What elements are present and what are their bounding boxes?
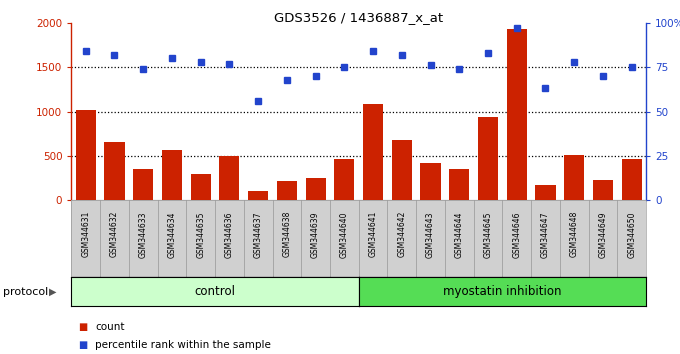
Bar xyxy=(449,169,469,200)
Bar xyxy=(363,104,383,200)
Bar xyxy=(133,169,153,200)
Bar xyxy=(622,159,642,200)
Text: GSM344640: GSM344640 xyxy=(340,211,349,257)
Bar xyxy=(392,140,412,200)
Bar xyxy=(507,29,527,200)
Bar xyxy=(535,185,556,200)
Text: GSM344632: GSM344632 xyxy=(110,211,119,257)
Text: GSM344650: GSM344650 xyxy=(627,211,636,257)
Text: GSM344638: GSM344638 xyxy=(282,211,291,257)
Text: ■: ■ xyxy=(78,322,88,332)
Text: GSM344631: GSM344631 xyxy=(82,211,90,257)
Text: GSM344635: GSM344635 xyxy=(197,211,205,257)
Text: GSM344633: GSM344633 xyxy=(139,211,148,257)
Bar xyxy=(420,163,441,200)
Text: GSM344646: GSM344646 xyxy=(512,211,521,257)
Bar xyxy=(248,191,268,200)
Bar xyxy=(190,175,211,200)
Text: count: count xyxy=(95,322,124,332)
Bar xyxy=(564,155,584,200)
Text: ■: ■ xyxy=(78,340,88,350)
Text: GDS3526 / 1436887_x_at: GDS3526 / 1436887_x_at xyxy=(274,11,443,24)
Text: control: control xyxy=(194,285,235,298)
Text: ▶: ▶ xyxy=(49,286,56,297)
Text: GSM344648: GSM344648 xyxy=(570,211,579,257)
Bar xyxy=(277,181,297,200)
Text: percentile rank within the sample: percentile rank within the sample xyxy=(95,340,271,350)
Text: GSM344644: GSM344644 xyxy=(455,211,464,257)
Bar xyxy=(105,142,124,200)
Text: GSM344634: GSM344634 xyxy=(167,211,176,257)
Bar xyxy=(162,150,182,200)
Bar xyxy=(220,156,239,200)
Text: GSM344645: GSM344645 xyxy=(483,211,492,257)
Bar xyxy=(335,159,354,200)
Text: GSM344641: GSM344641 xyxy=(369,211,377,257)
Text: GSM344637: GSM344637 xyxy=(254,211,262,257)
Text: protocol: protocol xyxy=(3,286,49,297)
Text: GSM344643: GSM344643 xyxy=(426,211,435,257)
Text: GSM344649: GSM344649 xyxy=(598,211,607,257)
Text: GSM344639: GSM344639 xyxy=(311,211,320,257)
Bar xyxy=(593,180,613,200)
Text: GSM344636: GSM344636 xyxy=(225,211,234,257)
Text: myostatin inhibition: myostatin inhibition xyxy=(443,285,562,298)
Bar xyxy=(305,178,326,200)
Text: GSM344642: GSM344642 xyxy=(397,211,406,257)
Bar xyxy=(75,110,96,200)
Bar xyxy=(478,117,498,200)
Text: GSM344647: GSM344647 xyxy=(541,211,550,257)
